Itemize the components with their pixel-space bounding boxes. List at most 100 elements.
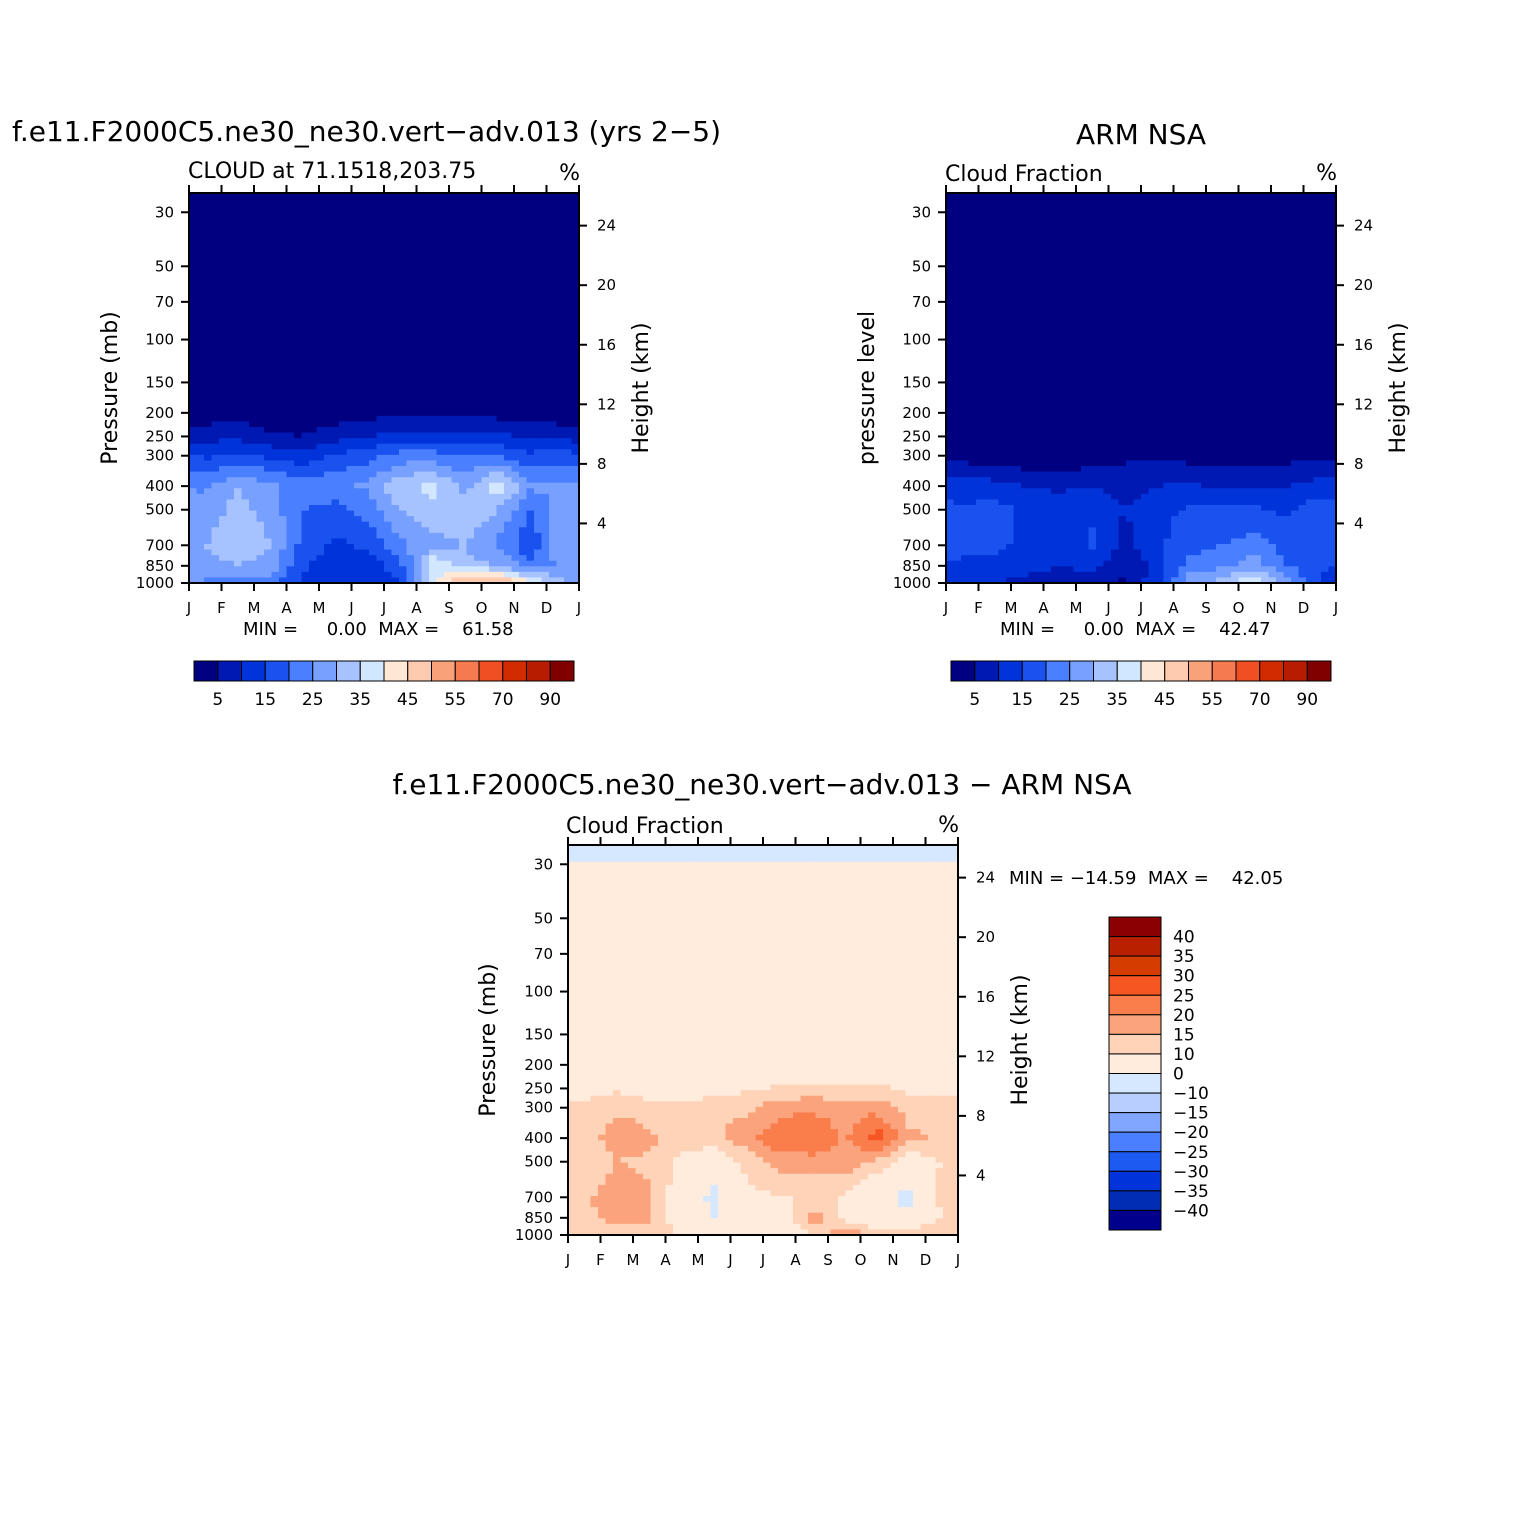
heatmap-cell — [331, 293, 340, 300]
heatmap-cell — [249, 415, 258, 423]
heatmap-cell — [264, 354, 273, 361]
heatmap-cell — [1103, 310, 1112, 317]
heatmap-cell — [301, 432, 310, 439]
heatmap-cell — [541, 421, 550, 428]
heatmap-cell — [211, 527, 220, 534]
heatmap-cell — [249, 304, 258, 311]
heatmap-cell — [376, 220, 385, 228]
heatmap-cell — [436, 371, 445, 378]
heatmap-cell — [361, 248, 370, 255]
heatmap-cell — [1073, 259, 1082, 267]
heatmap-cell — [256, 282, 265, 289]
heatmap-cell — [249, 521, 258, 528]
heatmap-cell — [436, 577, 445, 583]
heatmap-cell — [301, 393, 310, 400]
heatmap-cell — [1043, 193, 1052, 200]
heatmap-cell — [474, 265, 483, 272]
heatmap-cell — [309, 443, 318, 450]
heatmap-cell — [466, 438, 475, 445]
heatmap-cell — [264, 488, 273, 495]
heatmap-cell — [519, 271, 528, 278]
heatmap-cell — [309, 482, 318, 489]
heatmap-cell — [279, 477, 288, 484]
heatmap-cell — [1066, 310, 1075, 317]
heatmap-cell — [219, 259, 228, 267]
heatmap-cell — [241, 382, 250, 389]
heatmap-cell — [271, 304, 280, 311]
heatmap-cell — [249, 388, 258, 395]
heatmap-cell — [354, 304, 363, 311]
heatmap-cell — [436, 360, 445, 367]
heatmap-cell — [451, 287, 460, 294]
heatmap-cell — [489, 310, 498, 317]
heatmap-cell — [1216, 237, 1225, 244]
heatmap-cell — [946, 237, 955, 244]
heatmap-cell — [1133, 237, 1142, 244]
heatmap-cell — [1021, 232, 1030, 239]
heatmap-cell — [264, 527, 273, 534]
heatmap-cell — [234, 237, 243, 244]
heatmap-cell — [1216, 259, 1225, 267]
heatmap-cell — [241, 354, 250, 361]
heatmap-cell — [249, 477, 258, 484]
heatmap-cell — [1156, 254, 1165, 261]
heatmap-cell — [451, 527, 460, 534]
heatmap-cell — [294, 382, 303, 389]
heatmap-cell — [1111, 304, 1120, 311]
heatmap-cell — [526, 349, 535, 356]
heatmap-cell — [391, 382, 400, 389]
heatmap-cell — [294, 388, 303, 395]
heatmap-cell — [504, 538, 513, 545]
heatmap-cell — [376, 310, 385, 317]
heatmap-cell — [511, 538, 520, 545]
heatmap-cell — [1283, 315, 1292, 322]
heatmap-cell — [331, 371, 340, 378]
heatmap-cell — [571, 354, 579, 361]
heatmap-cell — [241, 254, 250, 261]
heatmap-cell — [1276, 243, 1285, 250]
heatmap-cell — [436, 232, 445, 239]
heatmap-cell — [249, 259, 258, 267]
heatmap-cell — [219, 471, 228, 478]
heatmap-cell — [316, 516, 325, 523]
heatmap-cell — [309, 488, 318, 495]
heatmap-cell — [196, 577, 205, 583]
heatmap-cell — [331, 410, 340, 417]
heatmap-cell — [1163, 265, 1172, 272]
heatmap-cell — [1178, 226, 1187, 233]
heatmap-cell — [556, 282, 565, 289]
heatmap-cell — [436, 493, 445, 501]
heatmap-cell — [264, 466, 273, 473]
heatmap-cell — [571, 371, 579, 378]
heatmap-cell — [376, 321, 385, 328]
heatmap-cell — [1028, 298, 1037, 306]
heatmap-cell — [204, 505, 213, 512]
heatmap-cell — [1148, 232, 1157, 239]
heatmap-cell — [241, 482, 250, 489]
heatmap-cell — [998, 204, 1007, 211]
heatmap-cell — [339, 454, 348, 462]
heatmap-cell — [384, 399, 393, 406]
heatmap-cell — [211, 243, 220, 250]
heatmap-cell — [489, 404, 498, 411]
heatmap-cell — [219, 237, 228, 244]
heatmap-cell — [414, 471, 423, 478]
heatmap-cell — [1261, 310, 1270, 317]
heatmap-cell — [376, 532, 385, 540]
heatmap-cell — [331, 521, 340, 528]
heatmap-cell — [976, 193, 985, 200]
heatmap-cell — [414, 243, 423, 250]
heatmap-cell — [279, 254, 288, 261]
heatmap-cell — [1193, 265, 1202, 272]
heatmap-cell — [376, 460, 385, 467]
heatmap-cell — [991, 293, 1000, 300]
heatmap-cell — [451, 376, 460, 384]
heatmap-cell — [316, 209, 325, 216]
heatmap-cell — [556, 232, 565, 239]
heatmap-cell — [1073, 248, 1082, 255]
heatmap-cell — [361, 209, 370, 216]
heatmap-cell — [1261, 265, 1270, 272]
heatmap-cell — [571, 193, 579, 200]
heatmap-cell — [399, 532, 408, 540]
heatmap-cell — [391, 360, 400, 367]
